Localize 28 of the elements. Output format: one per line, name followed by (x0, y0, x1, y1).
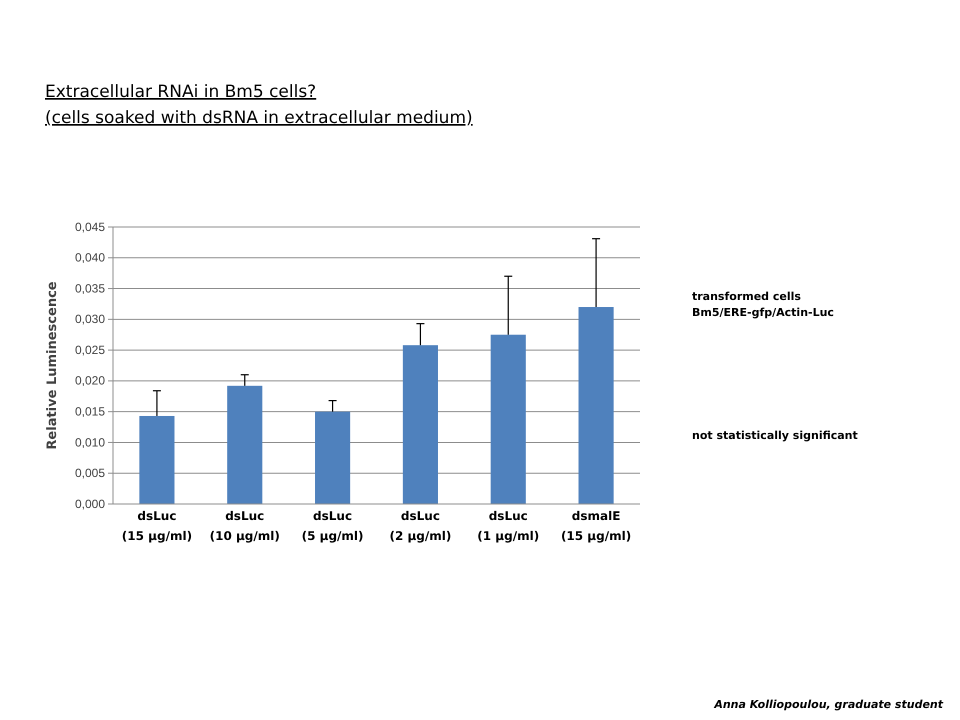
y-tick-label: 0,000 (74, 496, 106, 511)
bar (315, 412, 350, 504)
x-tick-label: dsLuc (2 µg/ml) (389, 509, 452, 543)
y-tick-label: 0,045 (74, 220, 106, 234)
x-tick-label: dsLuc (1 µg/ml) (477, 509, 540, 543)
y-tick-label: 0,020 (74, 374, 106, 388)
text: not statistically significant (692, 429, 858, 442)
bar (227, 386, 262, 504)
x-tick-label: dsLuc (15 µg/ml) (122, 509, 192, 543)
bar (578, 307, 614, 504)
y-tick-label: 0,015 (74, 404, 106, 419)
x-tick-label: dsLuc (5 µg/ml) (302, 509, 364, 543)
text: Anna Kolliopoulou, graduate student (713, 698, 944, 711)
y-tick-label: 0,030 (74, 312, 106, 326)
chart-subtitle: (cells soaked with dsRNA in extracellular medium) (45, 108, 473, 128)
x-tick-label: dsLuc (10 µg/ml) (210, 509, 280, 543)
bar (139, 416, 174, 504)
y-tick-label: 0,040 (74, 250, 106, 265)
y-axis-title: Relative Luminescence (45, 281, 60, 450)
y-tick-label: 0,010 (74, 435, 106, 450)
y-tick-label: 0,005 (74, 466, 106, 480)
y-tick-label: 0,035 (74, 281, 106, 296)
text: transformed cells Bm5/ERE-gfp/Actin-Luc (692, 290, 834, 319)
y-tick-label: 0,025 (74, 342, 106, 357)
chart-title: Extracellular RNAi in Bm5 cells? (45, 82, 316, 102)
x-tick-label: dsmalE (15 µg/ml) (560, 509, 632, 543)
bar (402, 345, 438, 504)
bar (490, 334, 526, 504)
